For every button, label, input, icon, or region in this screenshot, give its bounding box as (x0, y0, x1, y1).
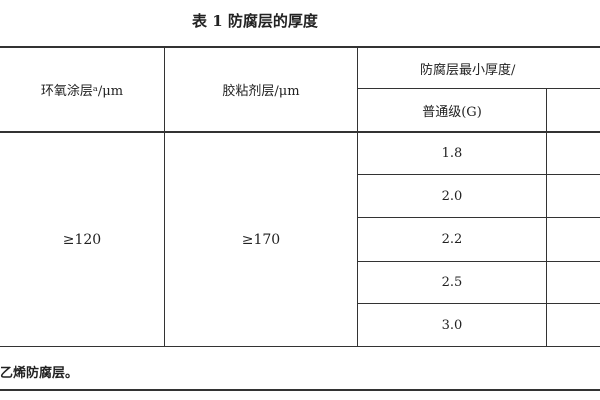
normal-value: 2.0 (441, 188, 463, 204)
normal-value: 2.2 (441, 232, 463, 247)
column-divider (357, 47, 358, 347)
body-rule (0, 346, 600, 347)
row-divider (357, 174, 600, 175)
normal-value: 1.8 (441, 146, 463, 161)
normal-value: 2.5 (441, 275, 463, 290)
header-epoxy: 环氧涂层ᵃ/μm (40, 84, 124, 99)
header-normal-grade: 普通级(G) (422, 104, 482, 120)
row-divider (357, 303, 600, 304)
column-divider (546, 88, 547, 347)
header-min-thickness: 防腐层最小厚度/ (420, 62, 516, 78)
header-rule (0, 131, 600, 133)
header-adhesive: 胶粘剂层/μm (222, 84, 300, 99)
normal-value: 3.0 (441, 317, 463, 333)
bottom-rule (0, 389, 600, 391)
header-divider (357, 88, 600, 89)
row-divider (357, 217, 600, 218)
top-rule (0, 46, 600, 48)
column-divider (164, 47, 165, 347)
epoxy-value: ≥120 (62, 231, 102, 248)
adhesive-value: ≥170 (241, 231, 281, 248)
row-divider (357, 261, 600, 262)
table-footnote: 乙烯防腐层。 (0, 366, 79, 381)
table-title: 表 1 防腐层的厚度 (192, 12, 318, 30)
